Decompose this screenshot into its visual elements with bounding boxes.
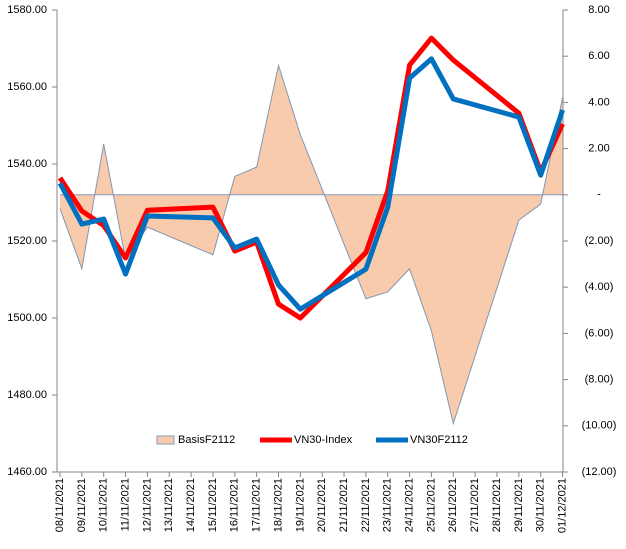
y-tick-label: 1500.00 [7,312,47,324]
x-tick-label: 08/11/2021 [54,478,66,532]
area [60,65,563,424]
x-tick-label: 19/11/2021 [294,478,306,532]
x-tick-label: 14/11/2021 [185,478,197,532]
x-tick-label: 28/11/2021 [491,478,503,532]
y-tick-label: 1540.00 [7,158,47,170]
y2-tick-label: (4.00) [585,281,614,293]
x-tick-label: 01/12/2021 [556,478,568,533]
y-tick-label: 1480.00 [7,389,47,401]
x-tick-label: 17/11/2021 [251,478,263,532]
x-tick-label: 25/11/2021 [425,478,437,532]
x-tick-label: 27/11/2021 [469,478,481,532]
y2-tick-label: 2.00 [588,143,609,155]
x-tick-label: 10/11/2021 [98,478,110,532]
y-tick-label: 1520.00 [7,235,47,247]
y2-tick-label: 4.00 [588,96,609,108]
x-tick-label: 21/11/2021 [338,478,350,532]
legend-label: BasisF2112 [178,434,235,446]
legend-swatch [156,435,175,445]
x-tick-label: 29/11/2021 [513,478,525,532]
y2-tick-label: 8.00 [588,4,609,16]
y2-tick-label: - [597,189,601,201]
y-tick-label: 1580.00 [7,4,47,16]
x-tick-label: 13/11/2021 [163,478,175,532]
y-tick-label: 1560.00 [7,81,47,93]
x-tick-label: 09/11/2021 [76,478,88,532]
y2-tick-label: (10.00) [582,420,617,432]
x-tick-label: 15/11/2021 [207,478,219,532]
x-tick-label: 22/11/2021 [360,478,372,532]
x-tick-label: 16/11/2021 [229,478,241,532]
x-tick-label: 18/11/2021 [272,478,284,532]
y2-tick-label: (6.00) [585,327,614,339]
x-tick-label: 30/11/2021 [535,478,547,532]
y2-tick-label: (12.00) [582,466,617,478]
y2-tick-label: (2.00) [585,235,614,247]
legend-label: VN30F2112 [410,434,468,446]
y2-tick-label: 6.00 [588,50,609,62]
x-tick-label: 23/11/2021 [382,478,394,532]
x-tick-label: 12/11/2021 [141,478,153,532]
x-tick-label: 26/11/2021 [447,478,459,532]
y2-tick-label: (8.00) [585,374,614,386]
x-tick-label: 24/11/2021 [404,478,416,532]
area-edge [59,63,564,426]
line [57,35,565,321]
x-tick-label: 20/11/2021 [316,478,328,532]
y-tick-label: 1460.00 [7,466,47,478]
x-tick-label: 11/11/2021 [119,478,131,531]
legend-label: VN30-Index [294,434,353,446]
line [57,56,565,312]
